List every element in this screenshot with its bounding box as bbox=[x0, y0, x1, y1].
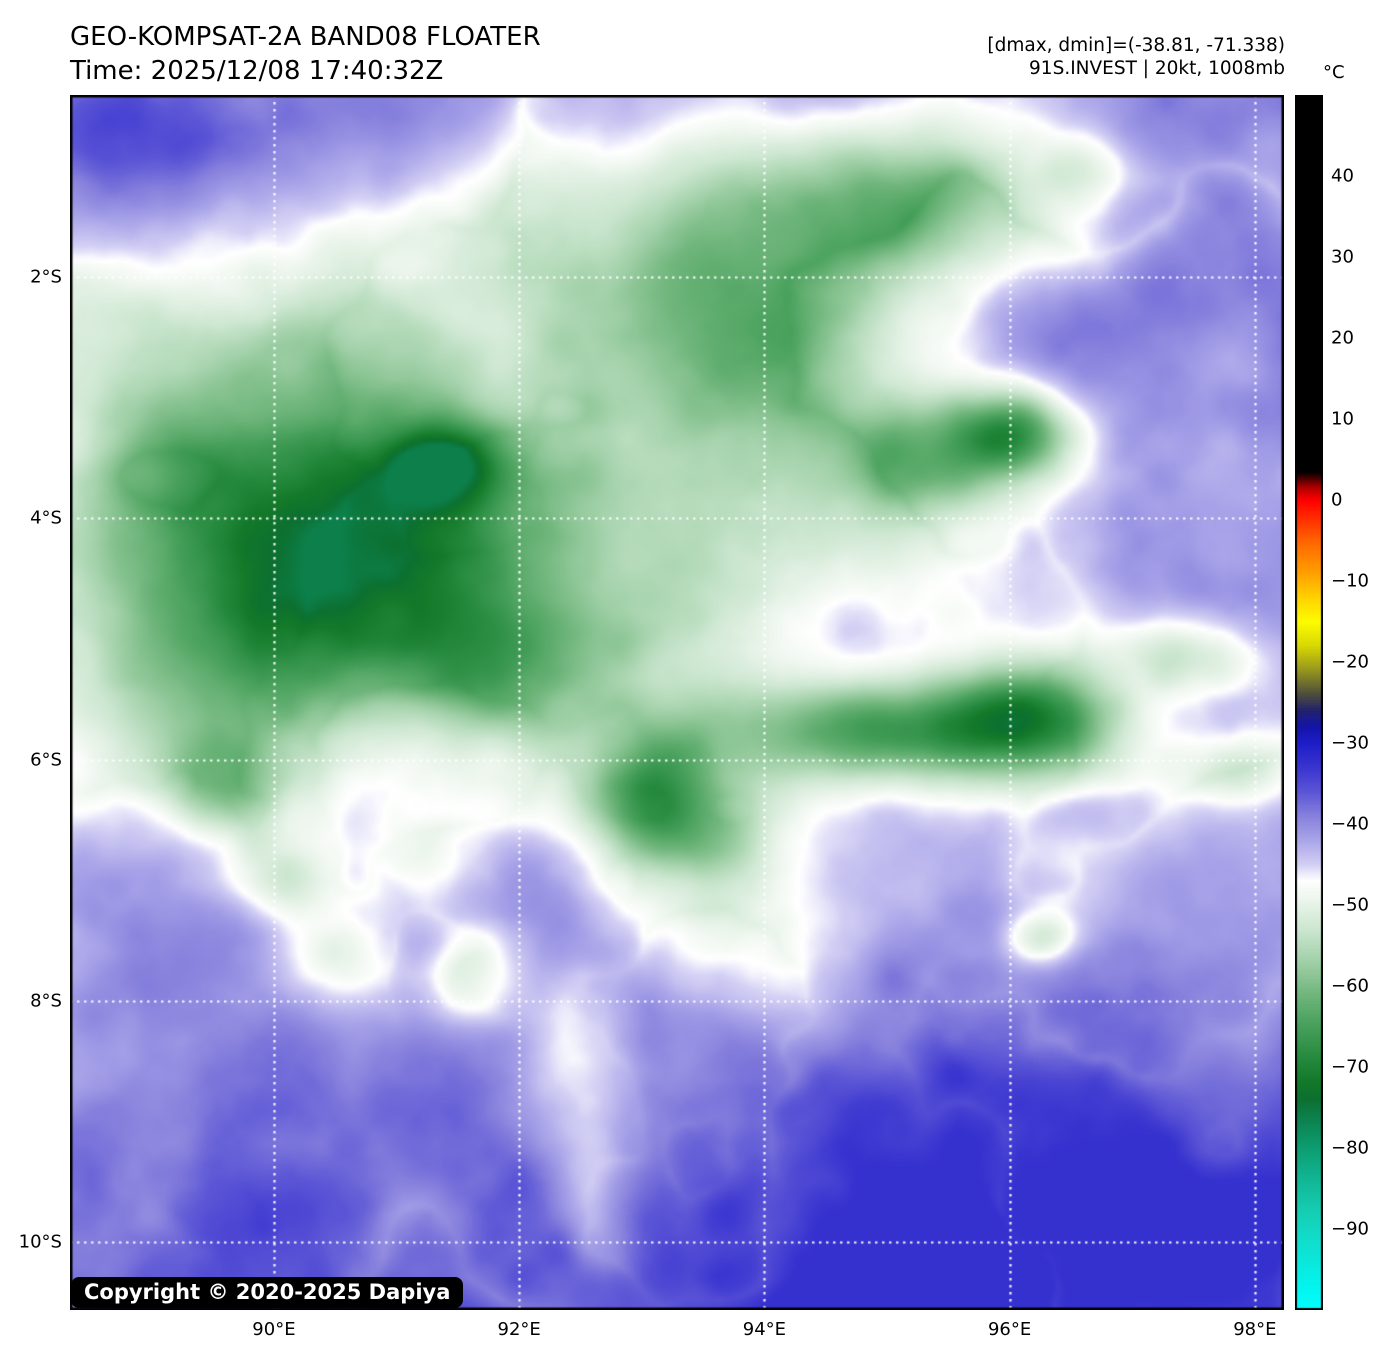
colorbar-tick-label: −40 bbox=[1331, 813, 1369, 835]
colorbar-tick-label: −20 bbox=[1331, 651, 1369, 673]
colorbar-tick-label: −30 bbox=[1331, 732, 1369, 754]
colorbar-tick-label: 40 bbox=[1331, 165, 1354, 187]
dmax-dmin-readout: [dmax, dmin]=(-38.81, -71.338) bbox=[987, 35, 1285, 56]
colorbar-tick-label: −50 bbox=[1331, 894, 1369, 916]
x-axis-tick-label: 96°E bbox=[987, 1319, 1032, 1340]
annotation-block: [dmax, dmin]=(-38.81, -71.338) 91S.INVES… bbox=[987, 34, 1285, 80]
colorbar-tick-label: −60 bbox=[1331, 975, 1369, 997]
colorbar-tick-label: 10 bbox=[1331, 408, 1354, 430]
colorbar-unit-label: °C bbox=[1323, 62, 1345, 83]
colorbar-tick-label: 30 bbox=[1331, 246, 1354, 268]
colorbar-tick-label: 0 bbox=[1331, 489, 1343, 511]
colorbar-tick-label: −80 bbox=[1331, 1137, 1369, 1159]
y-axis-tick-label: 4°S bbox=[30, 507, 62, 529]
colorbar-tick-label: −70 bbox=[1331, 1056, 1369, 1078]
y-axis-tick-label: 8°S bbox=[30, 990, 62, 1012]
colorbar-gradient-canvas bbox=[1295, 95, 1323, 1310]
x-axis-tick-label: 90°E bbox=[252, 1319, 296, 1340]
y-axis-tick-label: 10°S bbox=[18, 1231, 62, 1253]
copyright-badge: Copyright © 2020-2025 Dapiya bbox=[71, 1277, 464, 1308]
x-axis-tick-label: 92°E bbox=[497, 1319, 541, 1340]
y-axis-tick-label: 6°S bbox=[30, 749, 62, 771]
colorbar-tick-label: −90 bbox=[1331, 1218, 1369, 1240]
colorbar-tick-label: 20 bbox=[1331, 327, 1354, 349]
page-title: GEO-KOMPSAT-2A BAND08 FLOATER bbox=[70, 22, 541, 52]
timestamp: Time: 2025/12/08 17:40:32Z bbox=[70, 56, 444, 86]
storm-id-readout: 91S.INVEST | 20kt, 1008mb bbox=[1029, 58, 1285, 79]
satellite-map-canvas bbox=[70, 95, 1284, 1310]
colorbar-tick-label: −10 bbox=[1331, 570, 1369, 592]
title-block: GEO-KOMPSAT-2A BAND08 FLOATER Time: 2025… bbox=[70, 20, 541, 88]
x-axis-tick-label: 98°E bbox=[1233, 1319, 1277, 1340]
y-axis-tick-label: 2°S bbox=[30, 266, 62, 288]
x-axis-tick-label: 94°E bbox=[742, 1319, 787, 1340]
